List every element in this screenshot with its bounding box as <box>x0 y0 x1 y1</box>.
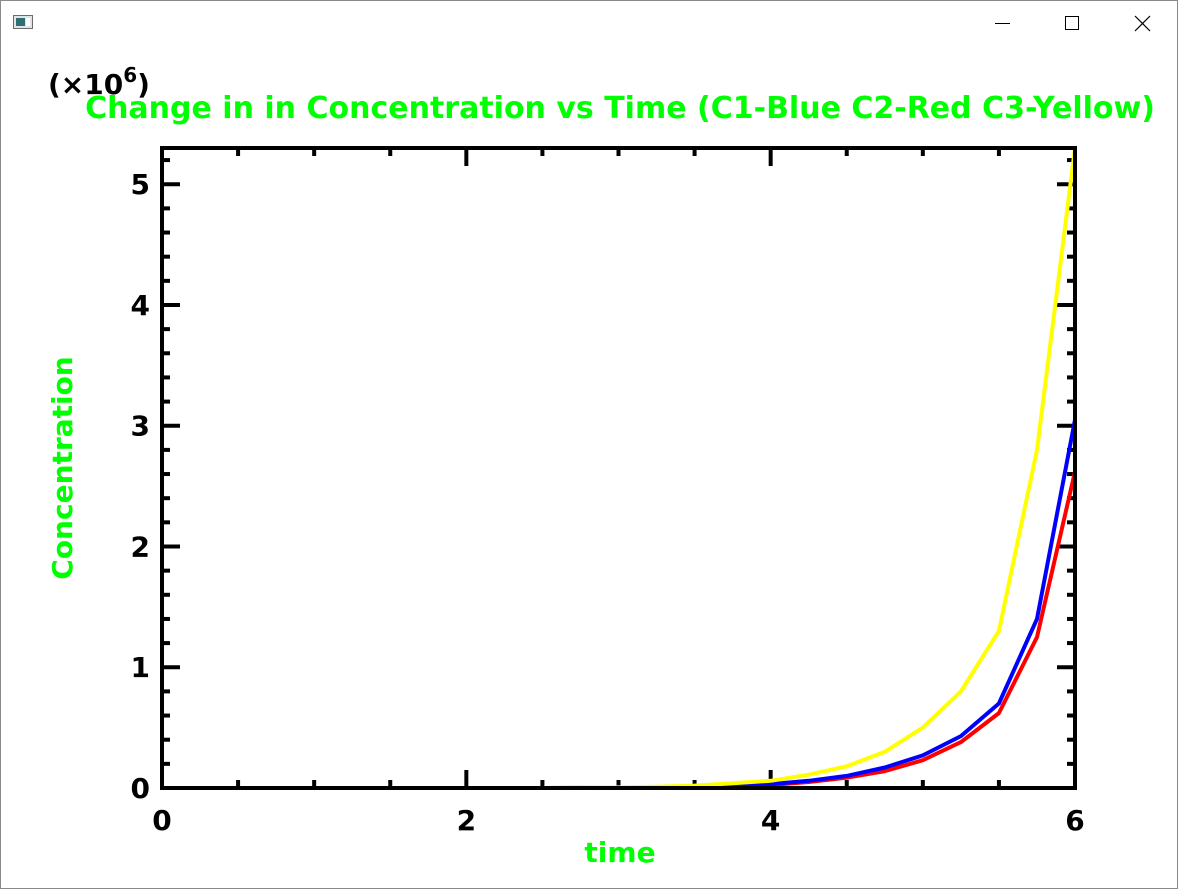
chart-title: Change in in Concentration vs Time (C1-B… <box>85 91 1155 126</box>
y-tick-label: 0 <box>131 772 150 805</box>
x-tick-label: 2 <box>457 804 476 837</box>
series-line-c2 <box>162 471 1077 790</box>
series-lines <box>162 147 1077 790</box>
y-tick-label: 3 <box>131 410 150 443</box>
y-multiplier-base: (×10 <box>48 68 123 101</box>
x-tick-label: 0 <box>152 804 171 837</box>
icon-pane-light <box>26 18 30 26</box>
y-tick-label: 4 <box>131 289 150 322</box>
icon-pane <box>16 18 25 26</box>
y-multiplier-exponent: 6 <box>123 63 137 87</box>
tick-labels: 0 2 4 6 0 1 2 3 4 5 <box>131 168 1085 837</box>
maximize-button[interactable] <box>1056 8 1088 38</box>
plot-frame <box>160 146 1077 790</box>
x-axis-label: time <box>584 836 655 869</box>
close-button[interactable] <box>1126 8 1158 38</box>
maximize-icon <box>1065 16 1079 30</box>
y-tick-label: 1 <box>131 651 150 684</box>
axis-ticks <box>160 148 1077 790</box>
svg-text:(×106): (×106) <box>48 63 150 101</box>
y-multiplier-close: ) <box>137 68 150 101</box>
app-window-icon[interactable] <box>13 15 33 29</box>
minimize-button[interactable] <box>986 8 1018 38</box>
y-axis-label: Concentration <box>46 356 79 579</box>
minimize-icon <box>995 23 1010 24</box>
x-tick-label: 4 <box>761 804 780 837</box>
title-bar[interactable] <box>0 0 1178 46</box>
x-tick-label: 6 <box>1065 804 1084 837</box>
y-tick-label: 2 <box>131 530 150 563</box>
close-icon <box>1134 15 1151 32</box>
series-line-c1 <box>162 419 1077 790</box>
series-line-c3 <box>162 147 1077 790</box>
y-multiplier-label: (×106) <box>48 63 150 101</box>
y-tick-label: 5 <box>131 168 150 201</box>
